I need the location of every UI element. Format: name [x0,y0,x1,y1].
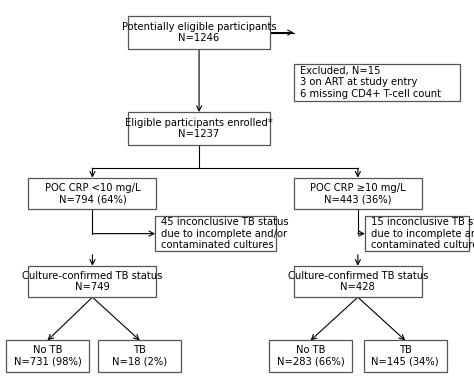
Text: POC CRP ≥10 mg/L
N=443 (36%): POC CRP ≥10 mg/L N=443 (36%) [310,183,406,204]
Text: POC CRP <10 mg/L
N=794 (64%): POC CRP <10 mg/L N=794 (64%) [45,183,140,204]
Text: Culture-confirmed TB status
N=428: Culture-confirmed TB status N=428 [288,271,428,292]
FancyBboxPatch shape [364,340,447,372]
FancyBboxPatch shape [294,266,422,297]
Text: No TB
N=731 (98%): No TB N=731 (98%) [14,345,81,367]
Text: 15 inconclusive TB status
due to incomplete and/or
contaminated cultures: 15 inconclusive TB status due to incompl… [371,217,474,250]
FancyBboxPatch shape [294,64,460,100]
FancyBboxPatch shape [155,216,276,251]
Text: Eligible participants enrolled*
N=1237: Eligible participants enrolled* N=1237 [125,118,273,139]
Text: TB
N=145 (34%): TB N=145 (34%) [372,345,439,367]
FancyBboxPatch shape [269,340,352,372]
Text: No TB
N=283 (66%): No TB N=283 (66%) [277,345,344,367]
Text: TB
N=18 (2%): TB N=18 (2%) [112,345,167,367]
FancyBboxPatch shape [28,266,156,297]
FancyBboxPatch shape [294,178,422,209]
Text: Excluded, N=15
3 on ART at study entry
6 missing CD4+ T-cell count: Excluded, N=15 3 on ART at study entry 6… [300,66,440,99]
Text: Potentially eligible participants
N=1246: Potentially eligible participants N=1246 [122,22,276,43]
FancyBboxPatch shape [6,340,89,372]
FancyBboxPatch shape [128,16,270,49]
FancyBboxPatch shape [98,340,181,372]
Text: Culture-confirmed TB status
N=749: Culture-confirmed TB status N=749 [22,271,163,292]
Text: 45 inconclusive TB status
due to incomplete and/or
contaminated cultures: 45 inconclusive TB status due to incompl… [161,217,289,250]
FancyBboxPatch shape [365,216,469,251]
FancyBboxPatch shape [128,112,270,144]
FancyBboxPatch shape [28,178,156,209]
